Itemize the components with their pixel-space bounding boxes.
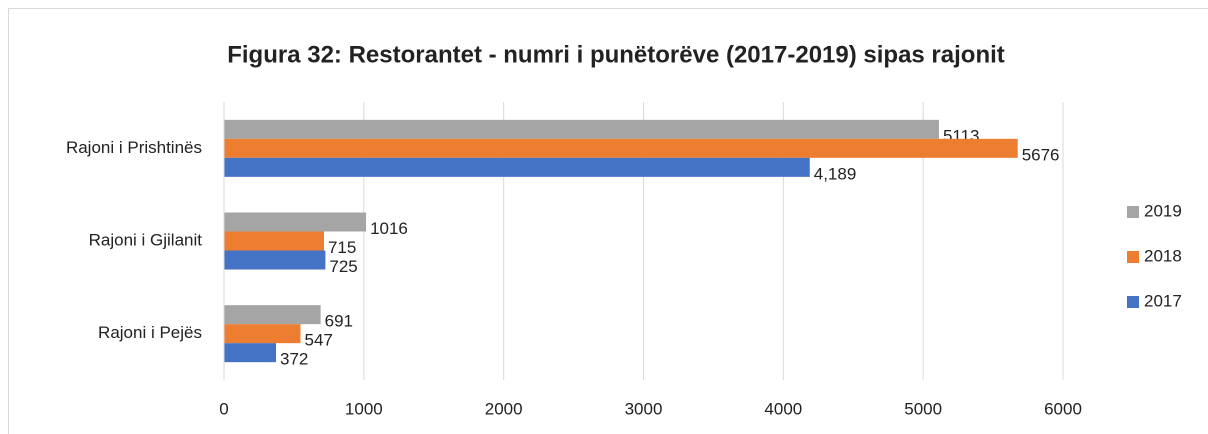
data-label: 715 <box>328 238 356 257</box>
bar <box>224 231 324 251</box>
bar <box>224 250 326 270</box>
legend-label: 2019 <box>1144 201 1182 220</box>
chart-border <box>8 8 1208 434</box>
bar <box>224 305 321 325</box>
bar <box>224 157 810 177</box>
legend-swatch <box>1127 296 1139 308</box>
x-tick-label: 1000 <box>345 399 383 418</box>
data-label: 547 <box>304 331 332 350</box>
data-label: 1016 <box>370 219 408 238</box>
data-label: 725 <box>329 257 357 276</box>
y-tick-label: Rajoni i Prishtinës <box>66 138 202 157</box>
bar <box>224 138 1018 158</box>
data-label: 691 <box>325 312 353 331</box>
legend-swatch <box>1127 206 1139 218</box>
x-tick-label: 6000 <box>1044 399 1082 418</box>
y-tick-label: Rajoni i Pejës <box>98 323 202 342</box>
bar <box>224 324 301 344</box>
x-tick-label: 5000 <box>904 399 942 418</box>
data-label: 4,189 <box>814 164 857 183</box>
y-tick-label: Rajoni i Gjilanit <box>89 230 203 249</box>
x-tick-label: 0 <box>219 399 228 418</box>
data-label: 372 <box>280 350 308 369</box>
data-label: 5676 <box>1022 145 1060 164</box>
x-tick-label: 3000 <box>625 399 663 418</box>
bar <box>224 343 277 363</box>
legend-label: 2018 <box>1144 246 1182 265</box>
legend-label: 2017 <box>1144 291 1182 310</box>
legend-swatch <box>1127 251 1139 263</box>
x-tick-label: 4000 <box>764 399 802 418</box>
bar <box>224 119 939 139</box>
chart-title: Figura 32: Restorantet - numri i punëtor… <box>227 41 1005 68</box>
x-tick-label: 2000 <box>485 399 523 418</box>
bar <box>224 212 367 232</box>
